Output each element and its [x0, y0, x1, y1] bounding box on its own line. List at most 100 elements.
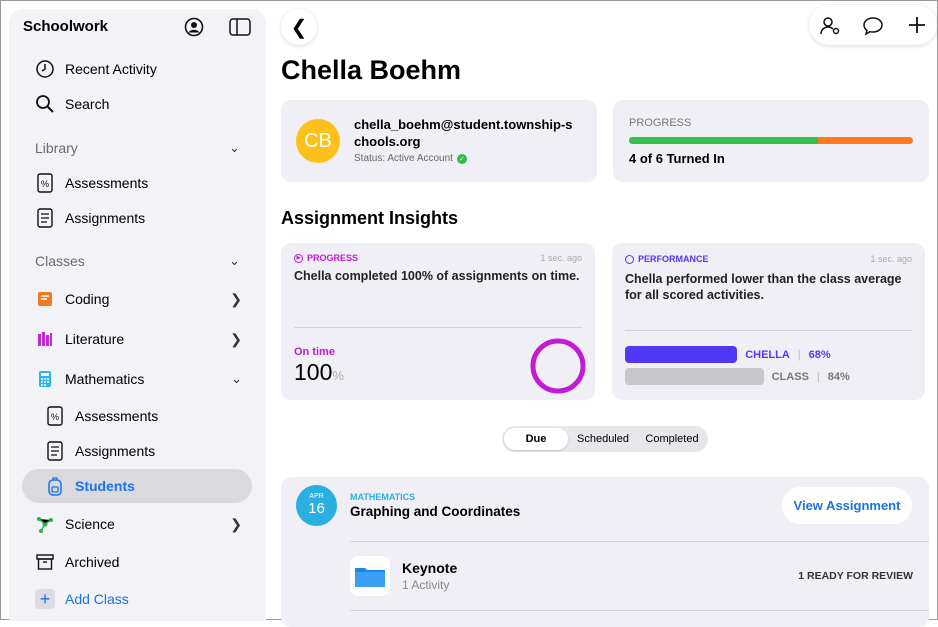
class-value: 84%: [827, 370, 850, 383]
segment-scheduled[interactable]: Scheduled: [577, 433, 629, 445]
divider: [294, 327, 582, 328]
metric-label: On time: [294, 346, 335, 358]
activity-count: 1 Activity: [402, 578, 450, 592]
sidebar-item-literature[interactable]: Literature ❯: [22, 322, 252, 356]
document-icon: [35, 208, 55, 228]
label: Assignments: [75, 443, 156, 459]
assignment-card: APR 16 MATHEMATICS Graphing and Coordinat…: [281, 477, 929, 627]
progress-fill: [629, 137, 819, 144]
chevron-right-icon: ❯: [230, 515, 242, 532]
review-status: 1 READY FOR REVIEW: [798, 570, 913, 582]
segment-completed[interactable]: Completed: [645, 433, 699, 445]
due-date-badge: APR 16: [296, 485, 337, 526]
keynote-app-icon: [350, 556, 390, 596]
divider: [350, 610, 929, 611]
archive-box-icon: [35, 552, 55, 572]
play-circle-icon: ▶: [294, 253, 303, 263]
progress-insight-card[interactable]: ▶ PROGRESS 1 sec. ago Chella completed 10…: [281, 243, 595, 400]
divider: [350, 541, 929, 542]
chevron-down-icon: ⌄: [231, 371, 242, 386]
student-label: CHELLA: [745, 348, 790, 361]
sidebar-item-science[interactable]: Science ❯: [22, 507, 252, 541]
sidebar-item-archived[interactable]: Archived: [22, 545, 252, 579]
on-time-ring: [530, 338, 586, 394]
sidebar-item-assignments[interactable]: Assignments: [22, 201, 252, 235]
chevron-left-icon: ❮: [290, 16, 308, 39]
back-button[interactable]: ❮: [281, 9, 317, 45]
sidebar-item-math-assignments[interactable]: Assignments: [22, 434, 252, 468]
label: Mathematics: [65, 371, 145, 387]
segment-due[interactable]: Due: [504, 428, 568, 450]
label: Science: [65, 516, 115, 532]
sidebar-toggle-icon[interactable]: [229, 17, 251, 37]
email: chella_boehm@student.township-schools.or…: [354, 117, 573, 149]
label: Students: [75, 478, 135, 494]
label: Coding: [65, 291, 110, 307]
section-library: Library: [35, 140, 78, 156]
sidebar-item-search[interactable]: Search: [22, 87, 252, 121]
student-bar: [625, 346, 738, 363]
divider: [625, 330, 912, 331]
progress-label: PROGRESS: [629, 117, 692, 129]
class-label: CLASS: [771, 370, 809, 383]
section-classes: Classes: [35, 253, 85, 269]
chevron-right-icon: ❯: [230, 290, 242, 307]
subject: MATHEMATICS: [350, 492, 416, 502]
avatar: CB: [296, 119, 340, 163]
calculator-icon: [35, 369, 55, 389]
insight-text: Chella completed 100% of assignments on …: [294, 269, 580, 283]
svg-text:%: %: [51, 412, 59, 422]
progress-bar: [629, 137, 913, 144]
gauge-icon: [625, 254, 634, 264]
view-assignment-button[interactable]: View Assignment: [782, 487, 912, 524]
tag: PROGRESS: [307, 253, 359, 263]
label: Archived: [65, 554, 120, 570]
books-icon: [35, 329, 55, 349]
label: Literature: [65, 331, 125, 347]
scroll-icon: [35, 289, 55, 309]
progress-card: PROGRESS 4 of 6 Turned In: [613, 100, 929, 182]
plus-icon[interactable]: [907, 15, 927, 40]
student-value: 68%: [808, 348, 831, 361]
label: Assessments: [65, 175, 149, 191]
app-name: Keynote: [402, 560, 458, 576]
chevron-down-icon[interactable]: ⌄: [229, 140, 240, 155]
account-icon[interactable]: [184, 17, 204, 37]
status-text: Status: Active Account: [354, 153, 453, 164]
sidebar-item-recent-activity[interactable]: Recent Activity: [22, 52, 252, 86]
sidebar-item-math-assessments[interactable]: % Assessments: [22, 399, 252, 433]
sidebar-item-mathematics[interactable]: Mathematics ⌄: [22, 362, 252, 396]
search-icon: [35, 94, 55, 114]
sidebar-item-assessments[interactable]: % Assessments: [22, 166, 252, 200]
label: Assessments: [75, 408, 159, 424]
chevron-down-icon[interactable]: ⌄: [229, 253, 240, 268]
label: Add Class: [65, 591, 129, 607]
document-icon: [45, 441, 65, 461]
percent-doc-icon: %: [45, 406, 65, 426]
segmented-control: Due Scheduled Completed: [502, 426, 708, 452]
percent-doc-icon: %: [35, 173, 55, 193]
section-title: Assignment Insights: [281, 208, 459, 228]
sidebar-item-students[interactable]: Students: [22, 469, 252, 503]
svg-text:%: %: [41, 179, 49, 189]
day: 16: [308, 500, 325, 517]
turned-in-count: 4 of 6 Turned In: [629, 151, 725, 166]
label: Assignments: [65, 210, 146, 226]
checkmark-icon: ✓: [456, 153, 467, 164]
label: Search: [65, 96, 110, 112]
message-icon[interactable]: [862, 15, 884, 42]
add-class-button[interactable]: + Add Class: [22, 582, 252, 616]
sidebar: Schoolwork Recent Activity Search Librar…: [9, 9, 266, 621]
student-score-row: CHELLA | 68%: [625, 346, 831, 363]
person-settings-icon[interactable]: [819, 15, 841, 42]
class-score-row: CLASS | 84%: [625, 368, 850, 385]
metric-unit: %: [332, 368, 344, 383]
page-title: Chella Boehm: [281, 55, 462, 85]
insight-text: Chella performed lower than the class av…: [625, 272, 902, 302]
sidebar-item-coding[interactable]: Coding ❯: [22, 282, 252, 316]
assignment-title: Graphing and Coordinates: [350, 504, 521, 519]
performance-insight-card[interactable]: PERFORMANCE 1 sec. ago Chella performed …: [612, 243, 925, 400]
timestamp: 1 sec. ago: [870, 254, 912, 264]
molecule-icon: [35, 514, 55, 534]
plus-icon: +: [35, 589, 55, 609]
